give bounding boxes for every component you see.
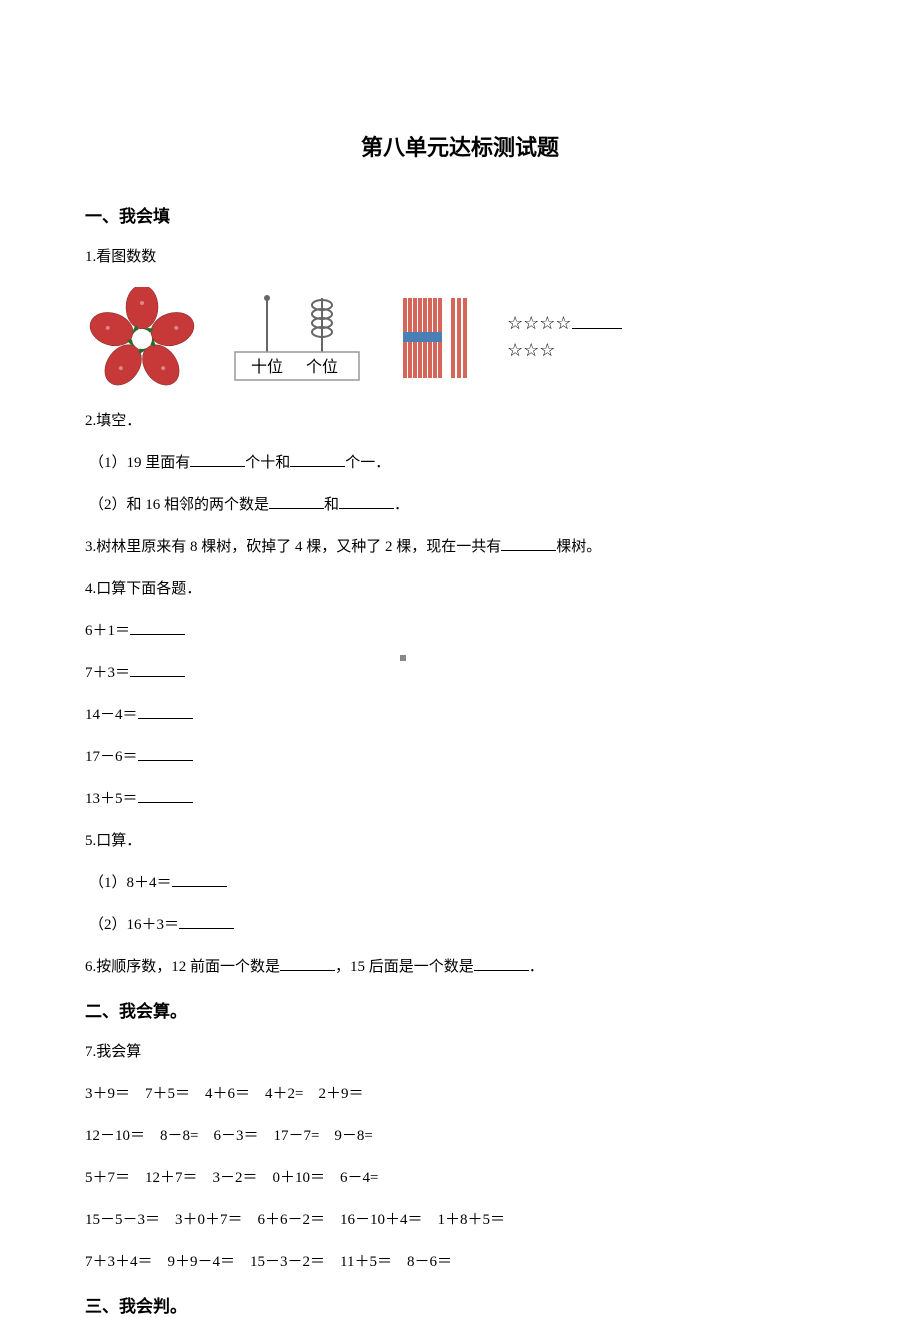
q4-item-4: 17－6＝ (85, 745, 835, 769)
question-1: 1.看图数数 (85, 245, 835, 269)
q4-item-2: 7＋3＝ (85, 661, 835, 685)
section-1-header: 一、我会填 (85, 202, 835, 227)
q4-item-1: 6＋1＝ (85, 619, 835, 643)
q4-item-3: 14－4＝ (85, 703, 835, 727)
q4-item-5: 13＋5＝ (85, 787, 835, 811)
q7-row-3: 5＋7＝ 12＋7＝ 3－2＝ 0＋10＝ 6－4= (85, 1166, 835, 1190)
svg-text:个位: 个位 (306, 358, 338, 376)
center-mark-icon (400, 655, 406, 661)
question-3: 3.树林里原来有 8 棵树，砍掉了 4 棵，又种了 2 棵，现在一共有棵树。 (85, 535, 835, 559)
question-4: 4.口算下面各题． (85, 577, 835, 601)
svg-text:十位: 十位 (251, 358, 283, 376)
figures-row: 十位 个位 ☆☆☆☆ ☆☆☆ (85, 287, 835, 387)
stars-block: ☆☆☆☆ ☆☆☆ (507, 310, 622, 364)
q7-row-1: 3＋9＝ 7＋5＝ 4＋6＝ 4＋2= 2＋9＝ (85, 1082, 835, 1106)
abacus-icon: 十位 个位 (227, 290, 367, 385)
question-2: 2.填空． (85, 409, 835, 433)
q7-row-2: 12－10＝ 8－8= 6－3＝ 17－7= 9－8= (85, 1124, 835, 1148)
q5-item-1: （1）8＋4＝ (85, 871, 835, 895)
q7-row-4: 15－5－3＝ 3＋0＋7＝ 6＋6－2＝ 16－10＋4＝ 1＋8＋5＝ (85, 1208, 835, 1232)
section-3-header: 三、我会判。 (85, 1292, 835, 1317)
flower-icon (87, 287, 197, 387)
stars-row-2: ☆☆☆ (507, 337, 622, 364)
sticks-icon (397, 290, 477, 385)
question-5: 5.口算． (85, 829, 835, 853)
page-title: 第八单元达标测试题 (85, 130, 835, 162)
question-6: 6.按顺序数，12 前面一个数是，15 后面是一个数是． (85, 955, 835, 979)
stars-row-1: ☆☆☆☆ (507, 313, 572, 333)
q5-item-2: （2）16＋3＝ (85, 913, 835, 937)
question-7: 7.我会算 (85, 1040, 835, 1064)
question-2-1: （1）19 里面有个十和个一． (85, 451, 835, 475)
question-2-2: （2）和 16 相邻的两个数是和． (85, 493, 835, 517)
q7-row-5: 7＋3＋4＝ 9＋9－4＝ 15－3－2＝ 11＋5＝ 8－6＝ (85, 1250, 835, 1274)
section-2-header: 二、我会算。 (85, 997, 835, 1022)
